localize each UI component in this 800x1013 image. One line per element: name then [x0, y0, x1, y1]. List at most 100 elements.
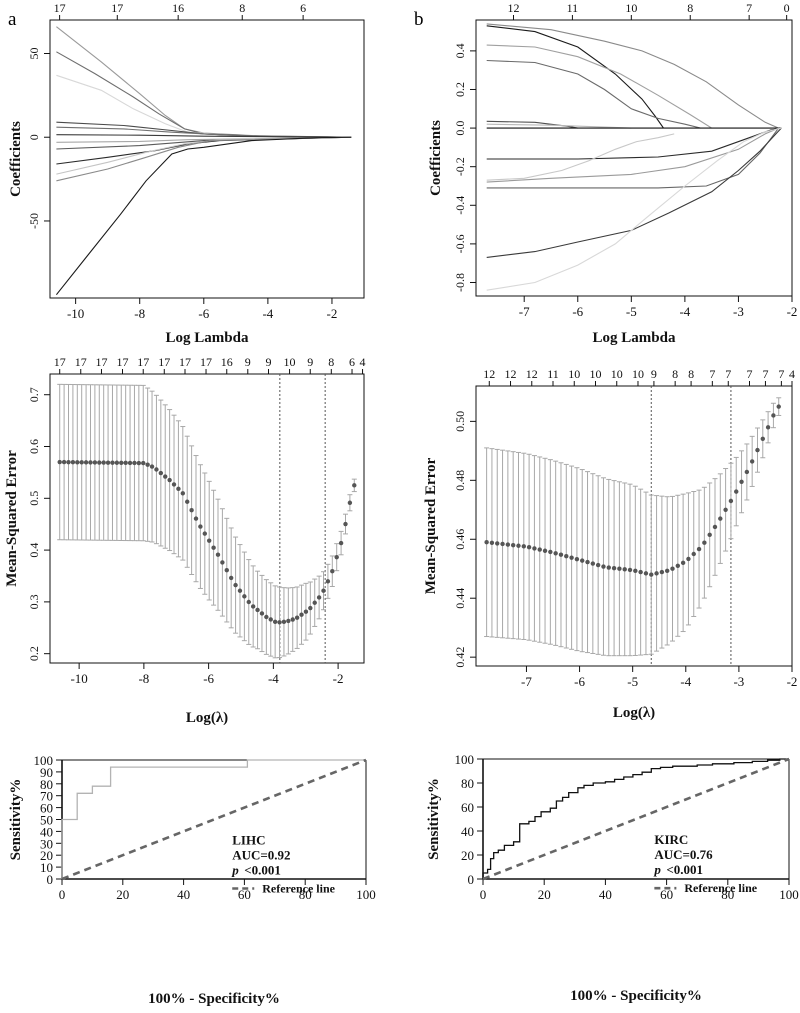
y-axis-label: Mean-Squared Error: [423, 457, 439, 594]
x-tick-label: -4: [679, 304, 690, 319]
mse-point: [776, 404, 781, 409]
top-tick-label: 9: [651, 367, 657, 381]
y-tick-label: 60: [461, 800, 474, 815]
series-reference-line: [61, 758, 367, 881]
mse-point: [97, 460, 102, 465]
legend-name: KIRC: [654, 832, 688, 847]
top-tick-label: 17: [137, 355, 149, 369]
x-tick-label: -6: [198, 306, 209, 321]
mse-point: [220, 560, 225, 565]
series-b4: [486, 59, 702, 129]
series-roc: [61, 759, 366, 879]
mse-point: [272, 619, 278, 625]
mse-point: [312, 600, 317, 605]
mse-point: [154, 467, 159, 472]
mse-point: [338, 540, 344, 546]
mse-point: [734, 489, 739, 494]
y-tick-label: 0: [27, 134, 41, 140]
top-tick-label: 16: [221, 355, 233, 369]
top-tick-label: 12: [526, 367, 538, 381]
legend-p-symbol: p: [653, 862, 661, 877]
mse-point: [233, 582, 238, 588]
y-tick-label: 0.48: [453, 470, 467, 491]
mse-point: [627, 567, 633, 573]
top-tick-label: 10: [568, 367, 580, 381]
mse-point: [202, 531, 208, 536]
y-tick-label: -0.2: [453, 157, 467, 176]
top-tick-label: 12: [507, 1, 519, 15]
mse-point: [237, 588, 243, 593]
mse-point: [308, 605, 313, 611]
mse-point: [659, 569, 665, 575]
top-tick-label: 7: [725, 367, 731, 381]
mse-point: [176, 486, 181, 492]
mse-point: [691, 551, 696, 557]
y-axis-label: Coefficients: [8, 121, 24, 197]
y-tick-label: 20: [40, 848, 53, 863]
series-b3: [486, 44, 712, 129]
mse-point: [180, 491, 186, 496]
mse-point: [347, 500, 353, 505]
mse-point: [489, 540, 495, 545]
mse-point: [61, 459, 67, 465]
mse-point: [224, 567, 229, 573]
top-tick-label: 12: [505, 367, 517, 381]
mse-point: [744, 469, 750, 475]
top-tick-label: 17: [117, 355, 129, 369]
mse-point: [101, 460, 106, 465]
top-tick-label: 0: [784, 1, 790, 15]
mse-point: [654, 571, 659, 576]
plot-frame: [49, 373, 365, 664]
mse-point: [127, 460, 133, 466]
legend-p-value: <0.001: [244, 862, 281, 877]
top-tick-label: 8: [688, 367, 694, 381]
series-c6: [56, 134, 352, 138]
x-tick-label: -4: [262, 306, 273, 321]
mse-point: [316, 595, 322, 600]
y-tick-label: 0.2: [453, 82, 467, 97]
x-axis-label: 100% - Specificity%: [148, 991, 280, 1007]
x-tick-label: -8: [138, 671, 149, 686]
top-tick-label: 10: [284, 355, 296, 369]
mse-point: [303, 609, 309, 614]
mse-point: [749, 459, 755, 464]
mse-point: [198, 524, 203, 529]
mse-point: [189, 507, 194, 513]
mse-point: [66, 459, 71, 465]
chart-coef_b: -7 -6 -5 -4 -3 -2 -0.8 -0.6 -0.4 -0.2 0.0 0.2 0.4 12 1…: [428, 1, 797, 346]
top-tick-label: 17: [75, 355, 87, 369]
mse-point: [675, 563, 681, 568]
plot-frame: [49, 19, 365, 299]
mse-point: [334, 554, 339, 560]
mse-point: [516, 543, 521, 548]
series-b9: [486, 133, 675, 181]
y-tick-label: 0.7: [27, 387, 41, 402]
mse-point: [211, 545, 216, 550]
mse-point: [696, 546, 702, 552]
top-tick-label: 17: [54, 355, 66, 369]
mse-point: [330, 569, 335, 574]
mse-point: [680, 560, 686, 566]
y-tick-label: 70: [40, 789, 53, 804]
x-tick-label: 80: [721, 887, 734, 902]
mse-point: [136, 460, 142, 466]
mse-point: [633, 568, 638, 574]
y-tick-label: 100: [455, 752, 475, 767]
top-tick-label: 16: [172, 1, 184, 15]
y-tick-label: 20: [461, 848, 474, 863]
x-axis-label: Log(λ): [613, 705, 655, 721]
mse-point: [712, 524, 718, 530]
mse-point: [617, 566, 622, 571]
mse-point: [505, 542, 511, 547]
mse-point: [123, 460, 128, 466]
top-tick-label: 12: [483, 367, 495, 381]
x-tick-label: -7: [519, 304, 530, 319]
mse-point: [643, 571, 649, 576]
mse-point: [105, 460, 111, 465]
series-b13: [486, 127, 782, 291]
y-tick-label: 0.4: [27, 543, 41, 558]
chart-cv_b: -7 -6 -5 -4 -3 -2 0.42 0.44 0.46 0.48 0.50 12 12 12 11…: [423, 367, 797, 721]
y-tick-label: 0.44: [453, 588, 467, 609]
mse-point: [702, 540, 707, 545]
